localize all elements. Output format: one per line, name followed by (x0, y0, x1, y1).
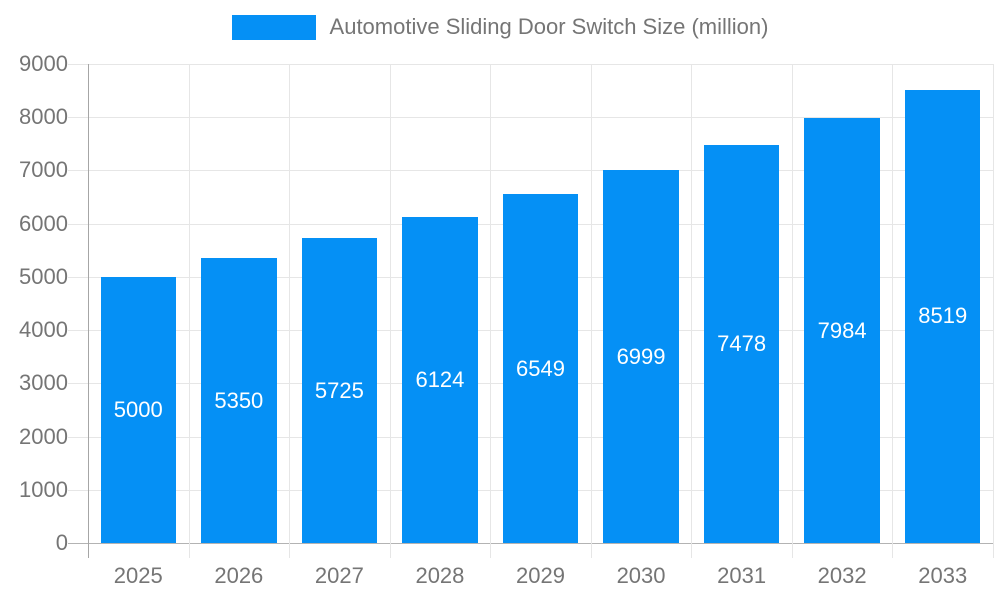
x-axis-tick-label: 2033 (918, 563, 968, 588)
v-gridline (590, 64, 592, 543)
x-axis-tick-label: 2027 (314, 563, 364, 588)
x-axis-tick-label: 2029 (516, 563, 565, 588)
x-axis-tick-label: 2028 (415, 563, 465, 588)
v-gridline (188, 64, 190, 543)
bar[interactable] (402, 217, 478, 543)
bar[interactable] (502, 194, 579, 543)
x-axis-tick (590, 543, 592, 558)
bar-value-label: 5725 (314, 377, 364, 403)
v-gridline (289, 64, 291, 543)
y-axis-tick (68, 64, 88, 65)
x-axis-tick-label: 2025 (113, 563, 163, 588)
chart-legend: Automotive Sliding Door Switch Size (mil… (0, 14, 1000, 40)
v-gridline (389, 64, 391, 543)
bar-value-label: 6124 (415, 367, 465, 393)
bar-value-label: 5350 (214, 387, 264, 413)
y-axis-tick (68, 223, 88, 225)
v-gridline (892, 64, 894, 543)
bar[interactable] (804, 118, 880, 543)
y-axis-tick (68, 330, 88, 332)
x-axis-tick-label: 2032 (817, 563, 867, 588)
h-gridline (88, 117, 993, 119)
y-axis-line (88, 64, 89, 543)
bar-value-label: 6549 (516, 355, 565, 381)
bar[interactable] (703, 145, 780, 543)
y-axis-tick (68, 436, 88, 438)
bar-value-label: 5000 (113, 396, 163, 422)
x-axis-tick-label: 2031 (717, 563, 767, 588)
y-axis-tick-label: 0 (55, 530, 68, 555)
v-gridline (691, 64, 693, 543)
bar[interactable] (603, 170, 679, 543)
x-axis-tick (993, 543, 994, 558)
y-axis-tick-label: 8000 (19, 104, 68, 130)
bar-value-label: 7984 (817, 317, 867, 343)
h-gridline (88, 64, 993, 65)
y-axis-tick-label: 7000 (19, 157, 68, 183)
bar[interactable] (100, 276, 176, 543)
bar[interactable] (201, 258, 277, 543)
y-axis-tick-label: 3000 (19, 370, 68, 396)
y-axis-tick (68, 543, 88, 544)
h-gridline (88, 170, 993, 172)
v-gridline (791, 64, 793, 543)
x-axis-tick (490, 543, 492, 558)
x-axis-tick (188, 543, 190, 558)
y-axis-tick-label: 2000 (19, 423, 68, 449)
y-axis-tick (68, 170, 88, 172)
y-axis-tick-label: 5000 (19, 263, 68, 289)
x-axis-tick (791, 543, 793, 558)
y-axis-tick (68, 117, 88, 119)
legend-label[interactable]: Automotive Sliding Door Switch Size (mil… (329, 14, 769, 39)
x-axis-tick (389, 543, 391, 558)
v-gridline (993, 64, 994, 543)
bar[interactable] (905, 89, 981, 543)
y-axis-tick-label: 1000 (19, 476, 68, 502)
x-axis-tick (892, 543, 894, 558)
y-axis-tick (68, 383, 88, 385)
bar-value-label: 7478 (717, 331, 767, 356)
bar-value-label: 6999 (616, 343, 666, 369)
bar-value-label: 8519 (918, 303, 968, 329)
x-axis-tick (88, 543, 89, 558)
h-gridline (88, 543, 993, 544)
y-axis-tick-label: 9000 (19, 51, 68, 76)
x-axis-tick (691, 543, 693, 558)
bar[interactable] (301, 238, 378, 543)
y-axis-tick-label: 6000 (19, 210, 68, 236)
y-axis-tick-label: 4000 (19, 317, 68, 343)
v-gridline (490, 64, 492, 543)
x-axis-tick (289, 543, 291, 558)
x-axis-tick-label: 2026 (214, 563, 264, 588)
y-axis-tick (68, 489, 88, 491)
y-axis-tick (68, 276, 88, 278)
x-axis-tick-label: 2030 (616, 563, 666, 588)
legend-swatch[interactable] (231, 14, 316, 40)
